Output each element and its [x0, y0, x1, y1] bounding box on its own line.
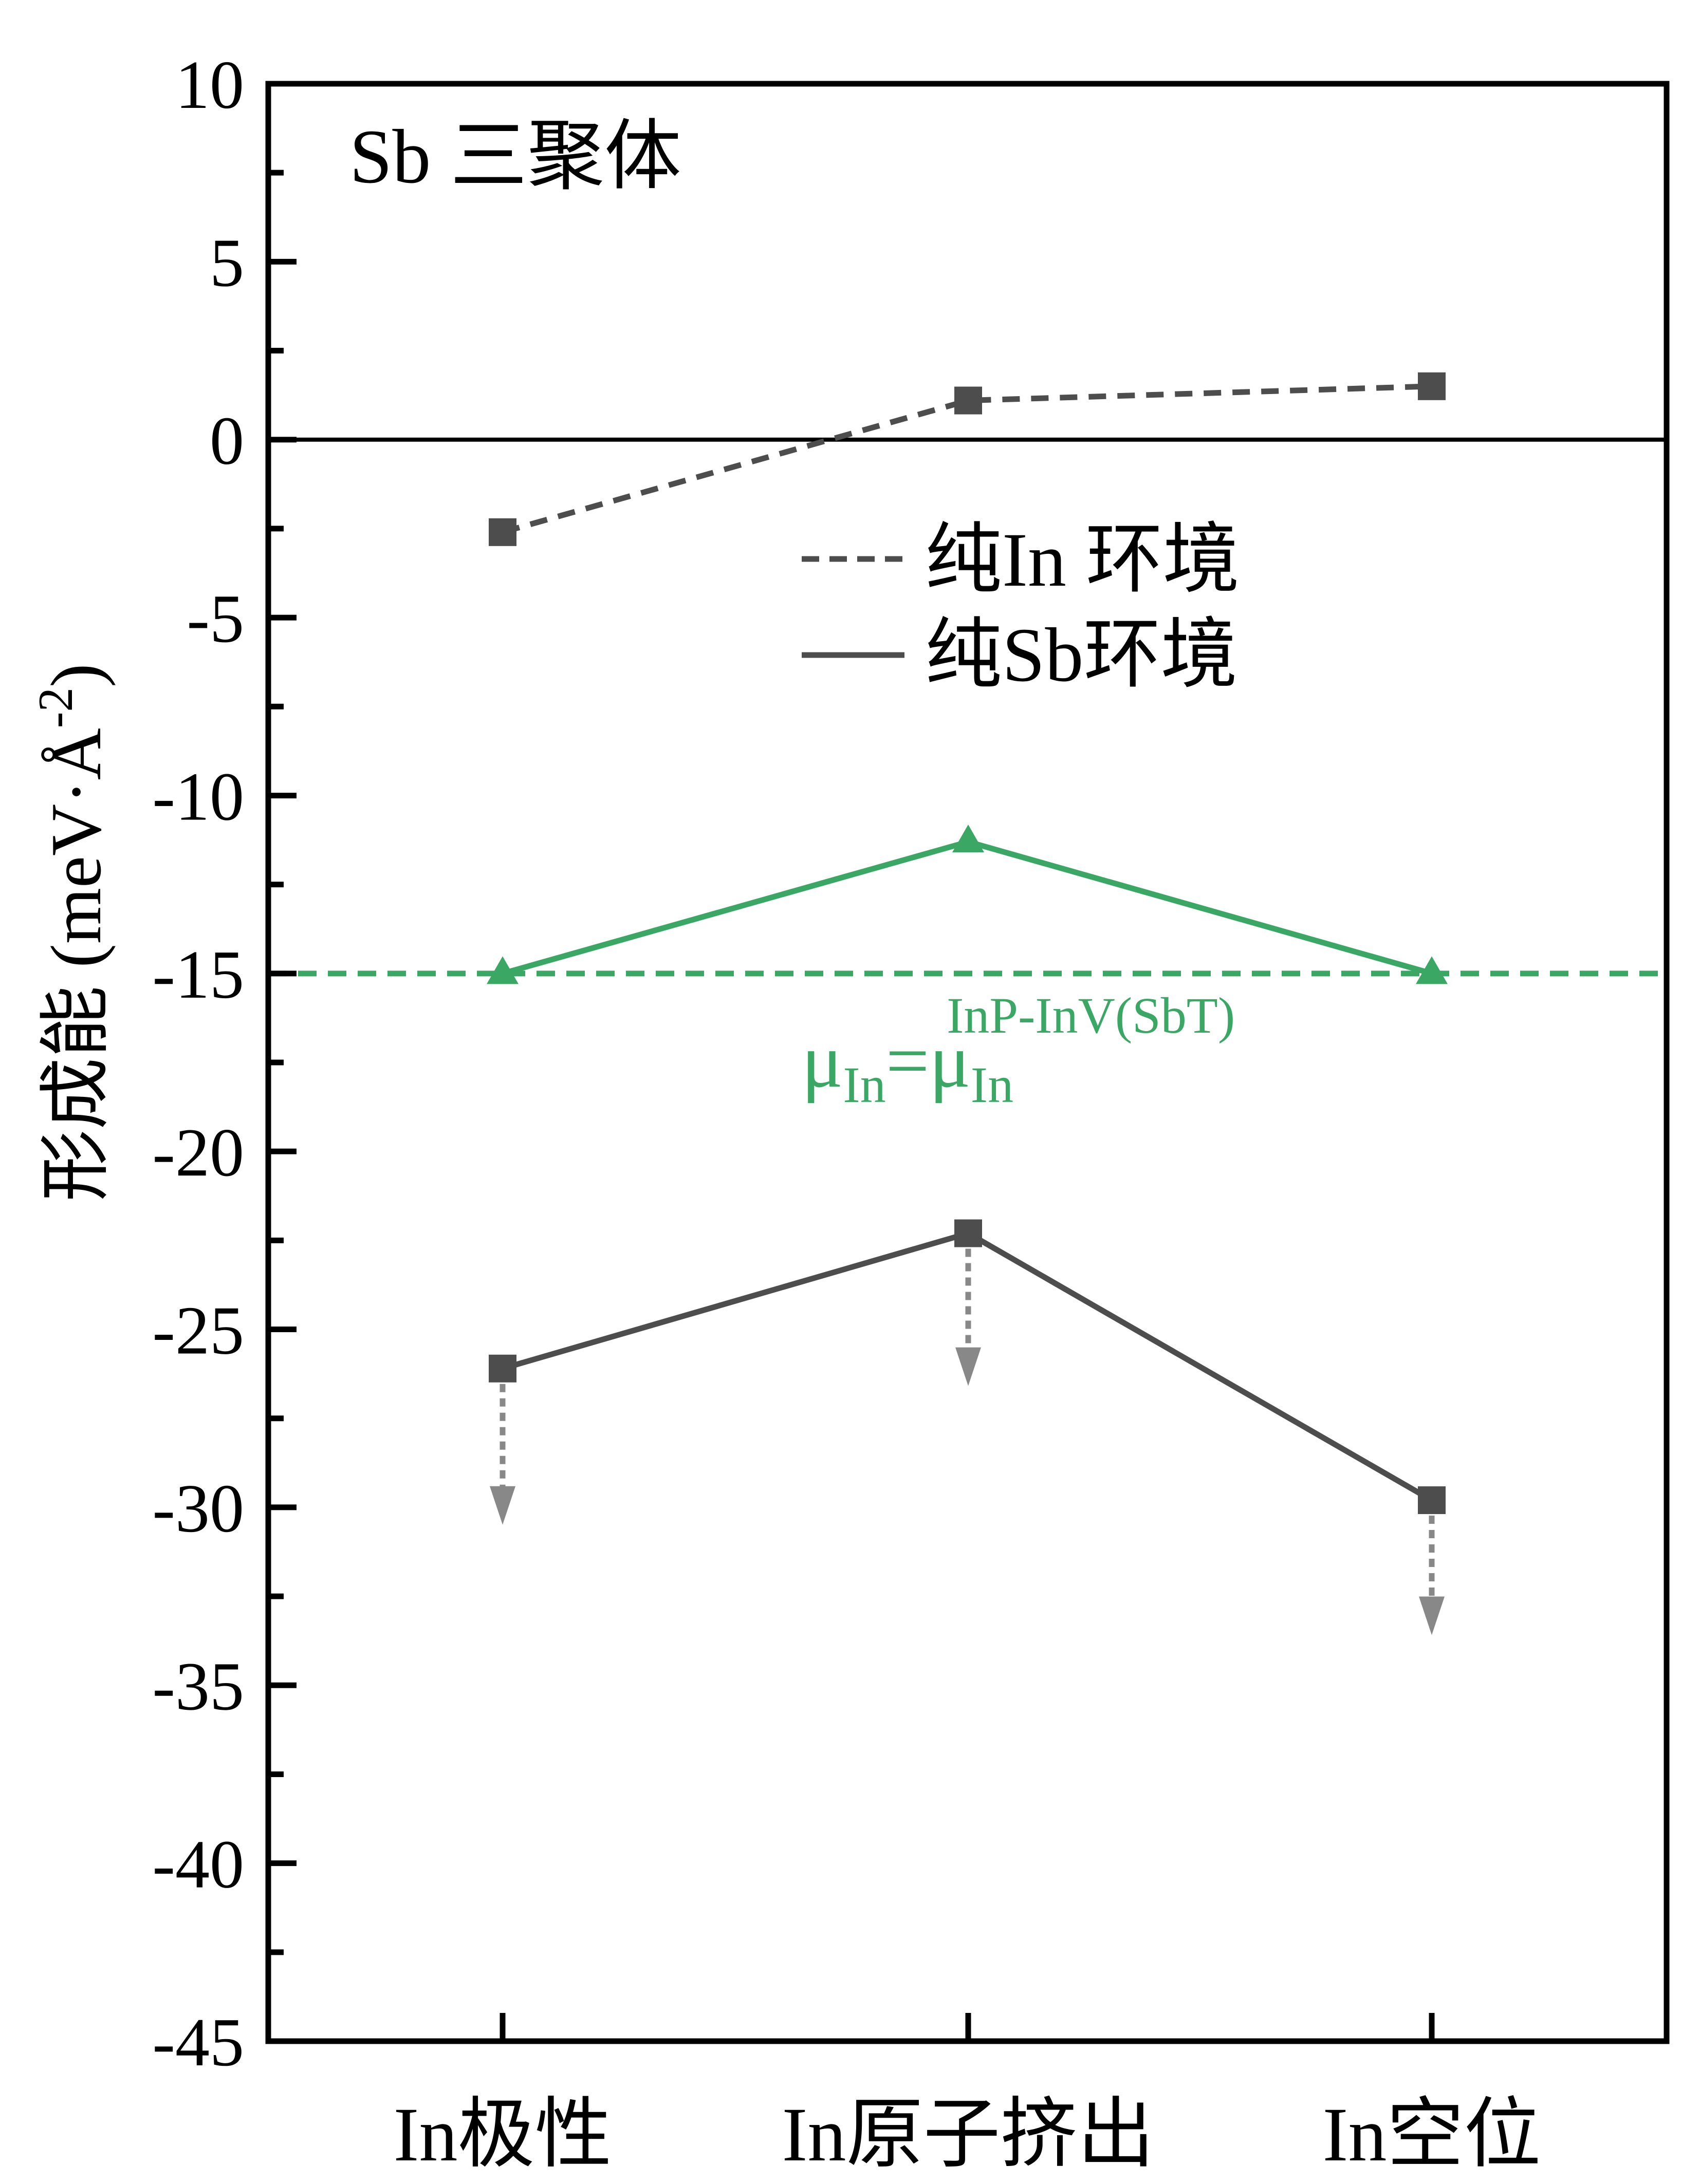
mu-symbol: μ [802, 1018, 843, 1104]
arrow-head-2 [1419, 1596, 1445, 1635]
series-0-line [502, 383, 1432, 535]
plot-area [268, 372, 1667, 1635]
y-tick-label: 10 [175, 47, 244, 123]
arrow-head-1 [955, 1347, 981, 1386]
y-tick-label: -25 [152, 1293, 244, 1369]
panel-label: Sb 三聚体 [349, 114, 681, 199]
legend-label-pure-sb: 纯Sb环境 [925, 612, 1237, 698]
y-tick-label: -35 [152, 1648, 244, 1724]
series-2-point-0 [487, 956, 519, 984]
x-tick-label: In极性 [394, 2092, 612, 2177]
mu-equals: = [886, 1018, 930, 1104]
mu-subscript: In [843, 1056, 885, 1113]
legend: 纯In 环境 纯Sb环境 [802, 517, 1240, 698]
legend-label-pure-in: 纯In 环境 [925, 517, 1240, 603]
series-1-point-2 [1418, 1486, 1446, 1515]
x-tick-label: In原子挤出 [782, 2092, 1155, 2177]
series-2-point-2 [1416, 956, 1448, 984]
y-tick-label: 0 [210, 403, 244, 479]
chemical-potential-label: μIn=μInInP-InV(SbT) [802, 987, 1235, 1113]
series-2-line [502, 839, 1433, 977]
y-axis-title: 形成能 (meV·Å-2) [28, 663, 116, 1201]
y-axis-title-main: 形成能 (meV·Å [36, 728, 116, 1202]
y-tick-label: -20 [152, 1114, 244, 1190]
y-axis-title-superscript: -2 [28, 687, 83, 728]
y-tick-label: -45 [152, 2004, 244, 2080]
x-tick-label: In空位 [1323, 2092, 1541, 2177]
labels: Sb 三聚体 形成能 (meV·Å-2) μIn=μInInP-InV(SbT) [28, 114, 1235, 1202]
series-0-point-0 [489, 518, 516, 546]
y-axis-title-close: ) [36, 663, 116, 687]
series-0-point-2 [1418, 372, 1446, 400]
series-2-point-1 [952, 825, 984, 853]
series-0-point-1 [954, 386, 982, 415]
y-tick-label: -30 [152, 1470, 244, 1546]
mu-superscript-2: InP-InV(SbT) [947, 987, 1235, 1044]
mu-symbol-2: μ [929, 1018, 970, 1104]
series-1-point-0 [489, 1354, 516, 1383]
y-tick-label: 5 [210, 225, 244, 301]
y-tick-label: -40 [152, 1826, 244, 1902]
y-tick-label: -15 [152, 937, 244, 1013]
y-tick-label: -5 [187, 581, 244, 657]
y-tick-label: -10 [152, 758, 244, 834]
axes: 10 5 0 -5 -10 -15 -20 -25 -30 -35 -40 -45 In极性 In原子挤出… [152, 47, 1670, 2177]
mu-subscript-2: In [971, 1056, 1013, 1113]
series-1-point-1 [954, 1219, 982, 1247]
arrow-head-0 [490, 1486, 515, 1525]
